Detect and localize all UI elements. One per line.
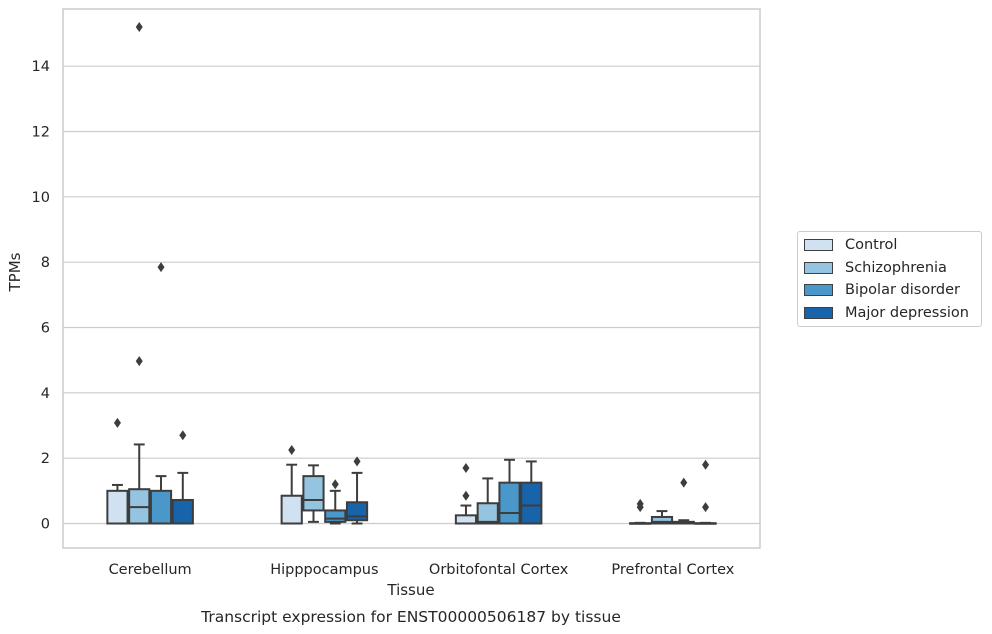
outlier-point xyxy=(288,445,296,455)
legend-label: Major depression xyxy=(845,305,969,321)
legend-item-major-depression: Major depression xyxy=(804,304,969,322)
box-iqr xyxy=(149,489,173,525)
box-iqr xyxy=(345,501,369,522)
box-group xyxy=(476,477,499,525)
legend-label: Control xyxy=(845,237,898,253)
outlier-point xyxy=(462,462,470,473)
box-group xyxy=(106,417,129,525)
box-group xyxy=(280,445,303,525)
legend-item-control: Control xyxy=(804,236,897,254)
box-group xyxy=(650,510,674,525)
legend-label: Bipolar disorder xyxy=(845,282,960,298)
box-group xyxy=(128,21,151,525)
box-iqr xyxy=(324,509,347,523)
box-group xyxy=(345,456,369,525)
x-tick-label: Prefrontal Cortex xyxy=(611,562,734,578)
y-tick-label: 4 xyxy=(41,386,50,402)
box-iqr xyxy=(280,494,303,525)
box-iqr xyxy=(476,502,499,525)
outlier-point xyxy=(113,417,121,428)
y-tick-label: 14 xyxy=(32,59,50,75)
x-tick-labels: Cerebellum Hipppocampus Orbitofontal Corte… xyxy=(109,562,735,578)
box-group xyxy=(454,462,478,525)
grid-lines xyxy=(63,65,760,525)
x-tick-label: Orbitofontal Cortex xyxy=(429,562,569,578)
box-group xyxy=(672,477,695,525)
box-group xyxy=(694,459,717,525)
y-tick-label: 12 xyxy=(32,125,50,141)
legend: Control Schizophrenia Bipolar disorder M… xyxy=(797,231,982,327)
outlier-point xyxy=(135,21,143,32)
legend-item-schizophrenia: Schizophrenia xyxy=(804,259,947,277)
outlier-point xyxy=(353,456,361,467)
plot-frame xyxy=(62,8,761,549)
legend-item-bipolar-disorder: Bipolar disorder xyxy=(804,281,960,299)
outlier-point xyxy=(157,262,165,273)
outlier-point xyxy=(680,477,688,488)
outlier-point xyxy=(331,479,339,490)
outlier-point xyxy=(179,430,187,441)
y-tick-label: 0 xyxy=(41,517,50,533)
box-series xyxy=(106,21,717,525)
box-iqr xyxy=(106,489,129,525)
x-axis-label: Tissue xyxy=(386,581,434,599)
box-iqr xyxy=(454,514,478,525)
x-tick-label: Hipppocampus xyxy=(270,562,378,578)
legend-swatch xyxy=(804,284,833,296)
y-tick-label: 8 xyxy=(41,255,50,271)
box-iqr xyxy=(520,481,543,525)
box-iqr xyxy=(498,481,521,525)
outlier-point xyxy=(462,490,470,501)
y-tick-label: 2 xyxy=(41,451,50,467)
box-group xyxy=(149,262,173,525)
y-tick-label: 6 xyxy=(41,321,50,337)
legend-swatch xyxy=(804,239,833,251)
box-group xyxy=(498,458,521,525)
box-group xyxy=(324,479,347,525)
box-group xyxy=(629,498,652,525)
box-iqr xyxy=(302,475,325,512)
box-group xyxy=(171,430,194,525)
legend-swatch xyxy=(804,262,833,274)
box-group xyxy=(302,464,325,523)
x-tick-label: Cerebellum xyxy=(109,562,192,578)
box-iqr xyxy=(171,498,194,525)
y-tick-labels: 0 2 4 6 8 10 12 14 xyxy=(32,59,50,532)
outlier-point xyxy=(636,502,644,513)
outlier-point xyxy=(702,502,710,513)
outlier-point xyxy=(702,459,710,470)
outlier-point xyxy=(135,356,143,367)
legend-swatch xyxy=(804,307,833,319)
box-group xyxy=(520,460,543,525)
legend-label: Schizophrenia xyxy=(845,260,947,276)
y-tick-label: 10 xyxy=(32,190,50,206)
y-axis-label: TPMs xyxy=(6,252,24,292)
chart-title: Transcript expression for ENST0000050618… xyxy=(200,608,621,626)
box-iqr xyxy=(650,515,674,525)
